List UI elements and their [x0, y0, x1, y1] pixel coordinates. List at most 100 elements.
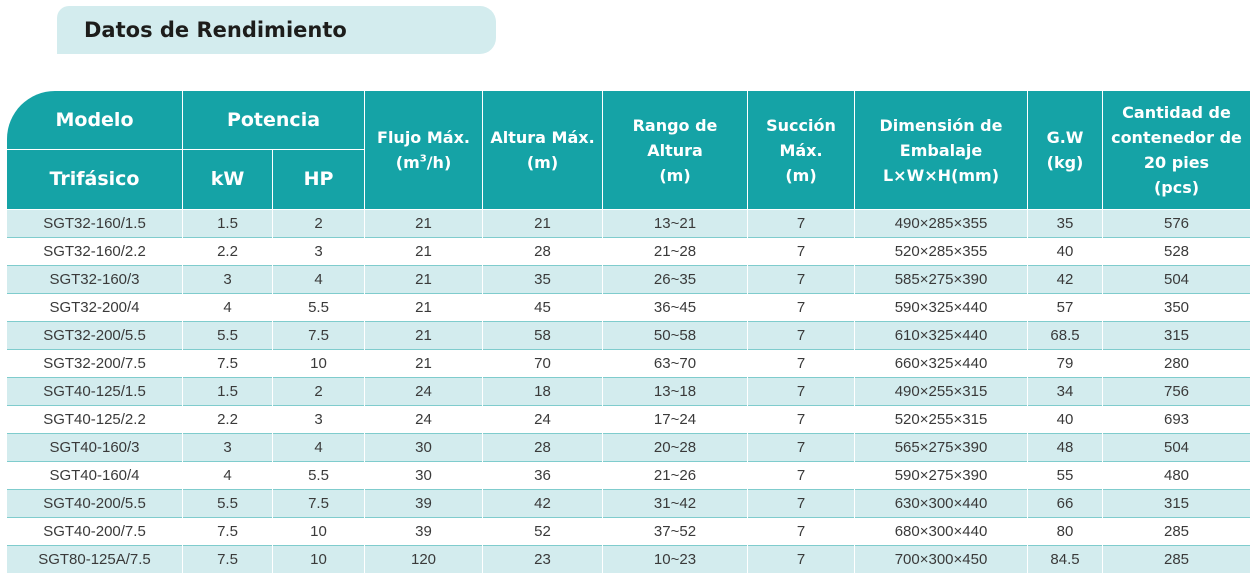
cell-dim: 610×325×440	[854, 321, 1028, 350]
cell-head: 28	[482, 237, 603, 266]
cell-head: 21	[482, 209, 603, 238]
cell-model: SGT32-200/7.5	[6, 349, 183, 378]
cell-suction: 7	[747, 265, 855, 294]
cell-gw: 66	[1027, 489, 1103, 518]
cell-range: 13~18	[602, 377, 748, 406]
header-cant-line4: (pcs)	[1153, 178, 1200, 197]
cell-suction: 7	[747, 377, 855, 406]
table-row: SGT40-160/3 3 4 30 28 20~28 7 565×275×390 48 504	[6, 433, 1251, 462]
cell-dim: 520×285×355	[854, 237, 1028, 266]
cell-model: SGT80-125A/7.5	[6, 545, 183, 573]
cell-hp: 2	[272, 209, 365, 238]
cell-model: SGT32-160/1.5	[6, 209, 183, 238]
header-flujo-unit-post: /h)	[426, 153, 452, 172]
header-dim-line1: Dimensión de	[879, 115, 1003, 135]
table-header: Modelo Potencia Flujo Máx. (m3/h) Altura…	[6, 90, 1251, 210]
cell-kw: 4	[182, 293, 273, 322]
table-body: SGT32-160/1.5 1.5 2 21 21 13~21 7 490×285×355 35…	[6, 209, 1251, 573]
cell-qty: 504	[1102, 433, 1251, 462]
cell-head: 35	[482, 265, 603, 294]
cell-hp: 5.5	[272, 293, 365, 322]
table-row: SGT32-160/3 3 4 21 35 26~35 7 585×275×390 42 504	[6, 265, 1251, 294]
table-row: SGT80-125A/7.5 7.5 10 120 23 10~23 7 700×300×45…	[6, 545, 1251, 573]
header-rango-line2: Altura	[647, 140, 703, 160]
page-title: Datos de Rendimiento	[84, 18, 347, 42]
cell-range: 26~35	[602, 265, 748, 294]
header-dimension: Dimensión de Embalaje L×W×H(mm)	[854, 90, 1028, 210]
cell-head: 18	[482, 377, 603, 406]
table-row: SGT40-160/4 4 5.5 30 36 21~26 7 590×275×390 55 48…	[6, 461, 1251, 490]
cell-suction: 7	[747, 545, 855, 573]
header-gw-line1: G.W	[1046, 128, 1084, 147]
cell-gw: 34	[1027, 377, 1103, 406]
cell-flow: 21	[364, 293, 483, 322]
cell-range: 21~28	[602, 237, 748, 266]
cell-model: SGT40-200/7.5	[6, 517, 183, 546]
cell-qty: 285	[1102, 517, 1251, 546]
cell-model: SGT32-200/5.5	[6, 321, 183, 350]
cell-model: SGT40-200/5.5	[6, 489, 183, 518]
cell-kw: 3	[182, 433, 273, 462]
cell-range: 37~52	[602, 517, 748, 546]
cell-qty: 315	[1102, 321, 1251, 350]
cell-flow: 24	[364, 405, 483, 434]
cell-kw: 7.5	[182, 349, 273, 378]
cell-range: 36~45	[602, 293, 748, 322]
cell-suction: 7	[747, 489, 855, 518]
cell-head: 42	[482, 489, 603, 518]
cell-gw: 79	[1027, 349, 1103, 378]
cell-dim: 490×255×315	[854, 377, 1028, 406]
header-cant-line2: contenedor de	[1111, 128, 1242, 147]
cell-flow: 24	[364, 377, 483, 406]
cell-hp: 4	[272, 433, 365, 462]
cell-dim: 590×275×390	[854, 461, 1028, 490]
cell-kw: 5.5	[182, 321, 273, 350]
cell-kw: 1.5	[182, 377, 273, 406]
cell-range: 10~23	[602, 545, 748, 573]
performance-table: Modelo Potencia Flujo Máx. (m3/h) Altura…	[6, 90, 1251, 573]
cell-qty: 756	[1102, 377, 1251, 406]
cell-range: 63~70	[602, 349, 748, 378]
cell-suction: 7	[747, 209, 855, 238]
cell-range: 20~28	[602, 433, 748, 462]
cell-flow: 30	[364, 461, 483, 490]
cell-flow: 21	[364, 237, 483, 266]
header-rango-line3: (m)	[659, 165, 691, 185]
table-row: SGT40-200/7.5 7.5 10 39 52 37~52 7 680×300×440 8…	[6, 517, 1251, 546]
header-dim-line3: L×W×H(mm)	[882, 165, 999, 185]
cell-model: SGT40-160/3	[6, 433, 183, 462]
cell-flow: 39	[364, 517, 483, 546]
cell-head: 52	[482, 517, 603, 546]
cell-gw: 40	[1027, 237, 1103, 266]
cell-range: 17~24	[602, 405, 748, 434]
header-gw: G.W (kg)	[1027, 90, 1103, 210]
cell-kw: 2.2	[182, 405, 273, 434]
cell-suction: 7	[747, 461, 855, 490]
header-trifasico: Trifásico	[6, 149, 183, 210]
cell-kw: 7.5	[182, 517, 273, 546]
table-row: SGT40-125/1.5 1.5 2 24 18 13~18 7 490×255×315 34…	[6, 377, 1251, 406]
cell-head: 45	[482, 293, 603, 322]
cell-model: SGT40-160/4	[6, 461, 183, 490]
cell-kw: 3	[182, 265, 273, 294]
cell-dim: 520×255×315	[854, 405, 1028, 434]
table-row: SGT40-125/2.2 2.2 3 24 24 17~24 7 520×255×315 40…	[6, 405, 1251, 434]
header-altura: Altura Máx. (m)	[482, 90, 603, 210]
cell-hp: 4	[272, 265, 365, 294]
cell-hp: 2	[272, 377, 365, 406]
cell-dim: 660×325×440	[854, 349, 1028, 378]
table-row: SGT32-200/5.5 5.5 7.5 21 58 50~58 7 610×325×440…	[6, 321, 1251, 350]
cell-gw: 40	[1027, 405, 1103, 434]
cell-qty: 504	[1102, 265, 1251, 294]
cell-gw: 42	[1027, 265, 1103, 294]
cell-qty: 285	[1102, 545, 1251, 573]
header-succion-line3: (m)	[785, 165, 817, 185]
table-row: SGT32-160/2.2 2.2 3 21 28 21~28 7 520×285×355 40…	[6, 237, 1251, 266]
cell-gw: 55	[1027, 461, 1103, 490]
cell-dim: 700×300×450	[854, 545, 1028, 573]
cell-kw: 1.5	[182, 209, 273, 238]
table-row: SGT32-160/1.5 1.5 2 21 21 13~21 7 490×285×355 35…	[6, 209, 1251, 238]
header-succion-line1: Succión	[766, 115, 836, 135]
cell-model: SGT40-125/1.5	[6, 377, 183, 406]
cell-suction: 7	[747, 517, 855, 546]
